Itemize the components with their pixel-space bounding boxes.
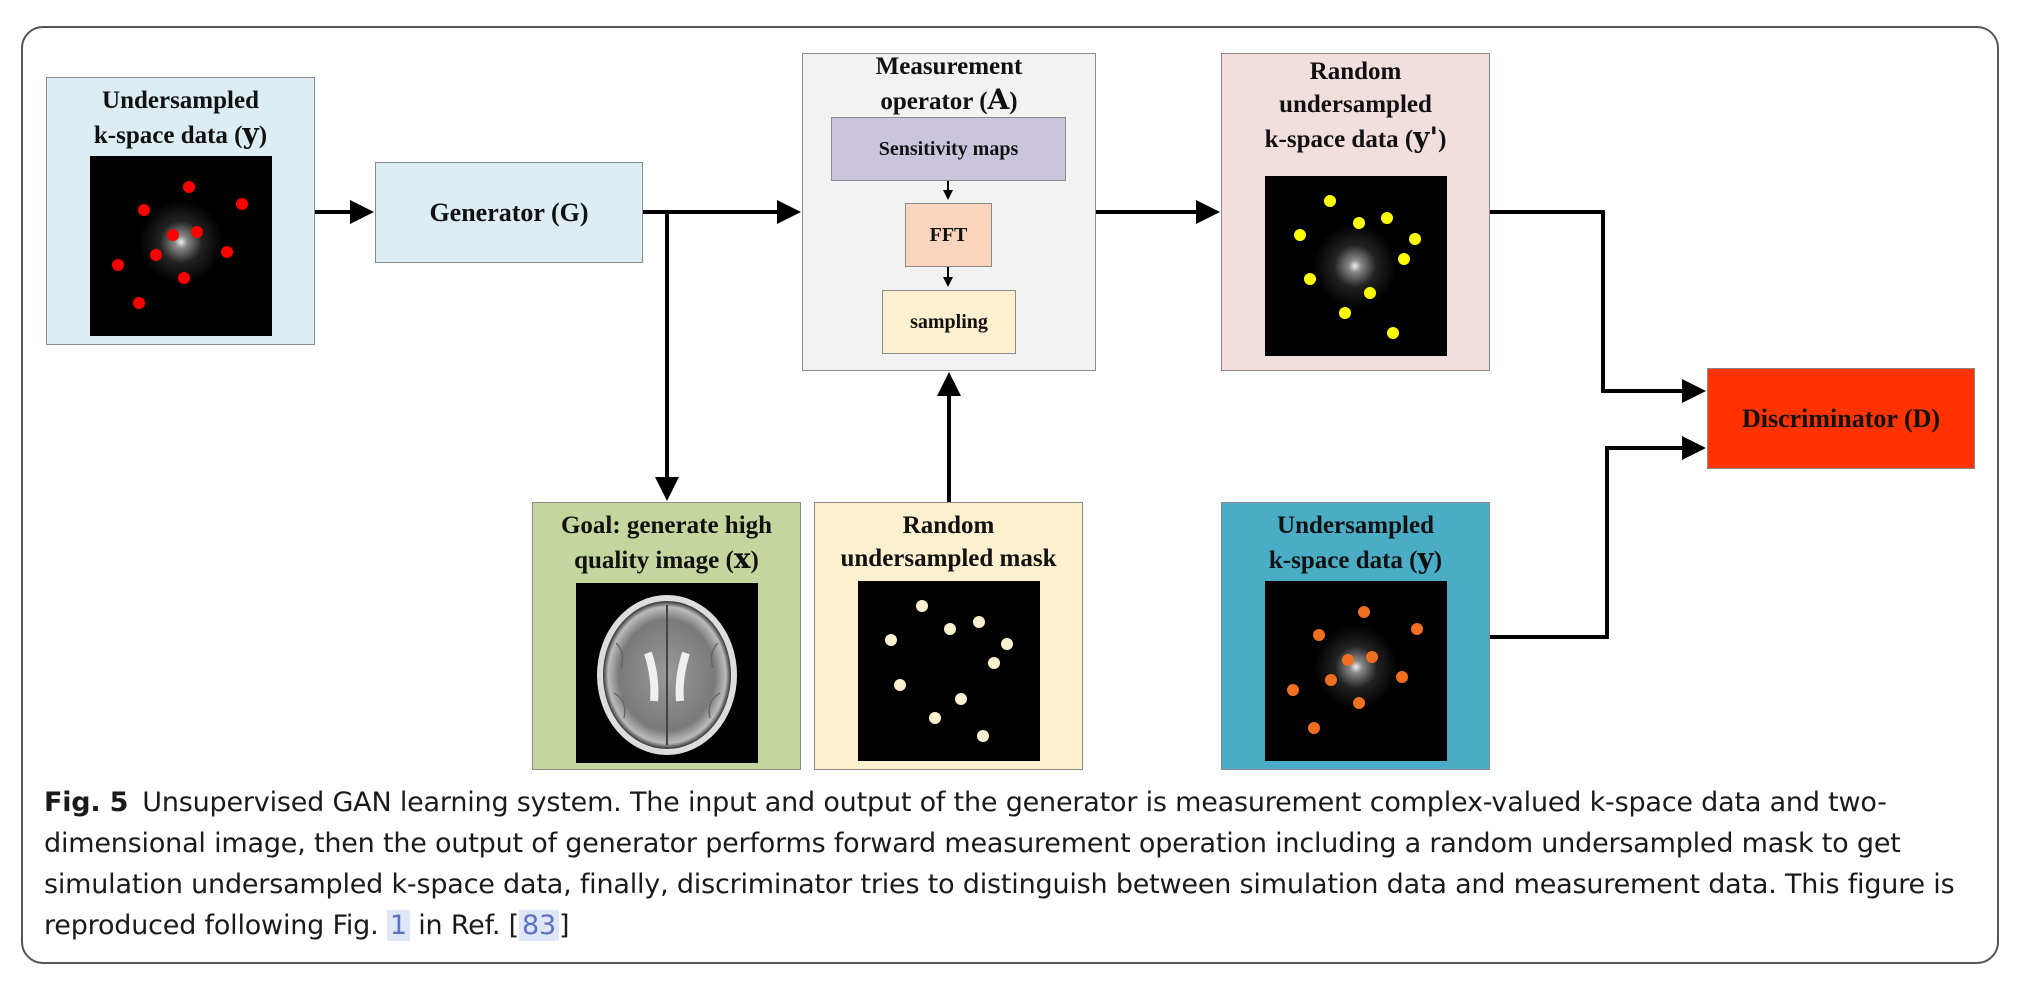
real-kspace-image [1265,581,1447,761]
fft-label: FFT [929,223,968,246]
sampling-label: sampling [910,310,988,333]
generator-label: Generator (G) [429,197,589,227]
red-sample-dots [112,181,248,309]
caption-text-1: Unsupervised GAN learning system. The in… [44,787,1955,941]
mask-box: Random undersampled mask [814,502,1083,770]
figure-label: Fig. 5 [44,787,129,818]
input-kspace-image [90,156,272,336]
goal-image-title: Goal: generate high quality image (x) [560,512,773,575]
random-kspace-title: Random undersampled k-space data (y') [1264,58,1447,154]
brain-mri-image [576,583,758,763]
orange-sample-dots [1287,606,1423,734]
real-kspace-title: Undersampled k-space data (y) [1268,512,1443,575]
fft-box: FFT [905,203,992,267]
mask-sample-dots [885,600,1013,742]
mask-image [858,581,1040,761]
random-kspace-image [1265,176,1447,356]
caption-text-3: ] [559,910,570,941]
input-kspace-title: Undersampled k-space data (y) [93,87,268,150]
figure-caption: Fig. 5 Unsupervised GAN learning system. … [44,782,1974,946]
input-kspace-box: Undersampled k-space data (y) [46,77,315,345]
sensitivity-maps-box: Sensitivity maps [831,117,1066,181]
discriminator-box: Discriminator (D) [1707,368,1975,469]
discriminator-label: Discriminator (D) [1741,403,1941,433]
citation-link[interactable]: 83 [519,910,559,941]
figure-reference-link[interactable]: 1 [386,910,410,941]
caption-text-2: in Ref. [ [409,910,520,941]
mask-title: Random undersampled mask [840,512,1057,572]
sensitivity-maps-label: Sensitivity maps [878,137,1019,160]
goal-image-box: Goal: generate high quality image (x) [532,502,801,770]
random-kspace-box: Random undersampled k-space data (y') [1221,53,1490,371]
real-kspace-box: Undersampled k-space data (y) [1221,502,1490,770]
measurement-operator-title: Measurement operator (A) [875,53,1023,116]
sampling-box: sampling [882,290,1016,354]
yellow-sample-dots [1294,195,1421,339]
generator-box: Generator (G) [375,162,643,263]
figure-frame [21,26,1999,964]
